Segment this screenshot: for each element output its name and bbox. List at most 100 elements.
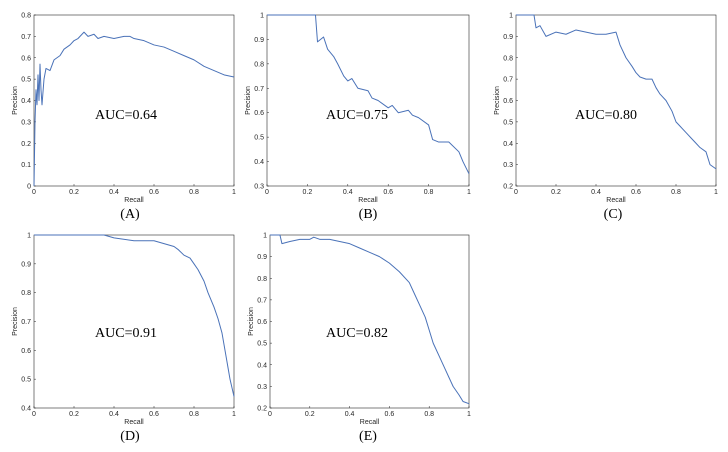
y-axis-label: Precision: [12, 86, 19, 115]
x-tick-label: 0: [265, 189, 269, 196]
y-tick-label: 0.6: [21, 55, 31, 62]
y-tick-label: 0.2: [257, 406, 267, 413]
x-tick-label: 0.8: [671, 189, 681, 196]
x-tick-label: 0.6: [385, 411, 395, 418]
y-tick-label: 0.4: [254, 159, 264, 166]
x-tick-label: 0.6: [631, 189, 641, 196]
auc-annotation: AUC=0.82: [326, 326, 388, 341]
x-tick-label: 0.2: [305, 411, 315, 418]
y-tick-label: 0.7: [257, 297, 267, 304]
x-axis-label: Recall: [606, 197, 626, 204]
y-tick-label: 0.7: [21, 319, 31, 326]
x-tick-label: 0.6: [149, 189, 159, 196]
y-tick-label: 0.3: [21, 119, 31, 126]
x-tick-label: 1: [467, 189, 471, 196]
y-tick-label: 0.2: [503, 184, 513, 191]
y-tick-label: 0.8: [254, 61, 264, 68]
plot-frame: [33, 14, 235, 187]
x-tick-label: 0.2: [551, 189, 561, 196]
y-tick-label: 0.7: [503, 77, 513, 84]
panel-caption: (A): [120, 207, 140, 222]
plot-frame: [33, 234, 235, 409]
plot-frame: [266, 14, 470, 187]
x-axis-label: Recall: [124, 197, 144, 204]
y-tick-label: 0.5: [503, 119, 513, 126]
x-tick-label: 0.4: [343, 189, 353, 196]
y-tick-label: 0.6: [503, 98, 513, 105]
y-tick-label: 0.3: [503, 162, 513, 169]
x-axis-label: Recall: [124, 419, 144, 426]
auc-annotation: AUC=0.91: [95, 326, 157, 341]
y-tick-label: 0.3: [257, 384, 267, 391]
auc-annotation: AUC=0.80: [575, 108, 637, 123]
x-tick-label: 0.4: [345, 411, 355, 418]
y-tick-label: 0.1: [21, 162, 31, 169]
y-tick-label: 0.7: [21, 34, 31, 41]
y-tick-label: 0.8: [21, 13, 31, 20]
y-tick-label: 0.5: [21, 377, 31, 384]
y-tick-label: 0.5: [254, 135, 264, 142]
y-tick-label: 0.5: [257, 341, 267, 348]
x-tick-label: 0.4: [109, 189, 119, 196]
x-axis-label: Recall: [358, 197, 378, 204]
y-tick-label: 0.2: [21, 141, 31, 148]
y-tick-label: 0.4: [503, 141, 513, 148]
precision-recall-curve: [267, 14, 470, 175]
y-tick-label: 0.8: [21, 290, 31, 297]
auc-annotation: AUC=0.75: [326, 108, 388, 123]
panel-caption: (B): [359, 207, 378, 222]
precision-recall-curve: [33, 31, 235, 187]
x-tick-label: 0: [32, 189, 36, 196]
x-tick-label: 1: [467, 411, 471, 418]
x-tick-label: 0.2: [303, 189, 313, 196]
x-tick-label: 1: [714, 189, 718, 196]
x-tick-label: 0.4: [109, 411, 119, 418]
y-axis-label: Precision: [245, 86, 252, 115]
x-tick-label: 0.6: [383, 189, 393, 196]
panel-caption: (E): [359, 429, 377, 444]
x-tick-label: 0.6: [149, 411, 159, 418]
panel-c: 0 0.2 0.4 0.6 0.8 10.20.30.40.50.60.70.80.91R…: [494, 13, 718, 223]
panel-e: 0 0.2 0.4 0.6 0.8 10.20.30.40.50.60.70.80.91R…: [248, 233, 471, 445]
x-tick-label: 0.8: [424, 189, 434, 196]
y-tick-label: 0.8: [503, 55, 513, 62]
y-tick-label: 0.9: [254, 37, 264, 44]
y-tick-label: 0: [27, 184, 31, 191]
y-tick-label: 1: [27, 233, 31, 240]
x-tick-label: 1: [232, 411, 236, 418]
x-tick-label: 0.4: [591, 189, 601, 196]
y-tick-label: 0.4: [21, 406, 31, 413]
y-tick-label: 0.8: [257, 276, 267, 283]
y-tick-label: 1: [509, 13, 513, 20]
y-axis-label: Precision: [248, 307, 255, 336]
precision-recall-curve: [516, 14, 717, 170]
y-tick-label: 0.9: [21, 261, 31, 268]
y-tick-label: 1: [260, 13, 264, 20]
precision-recall-curve: [270, 234, 470, 405]
y-tick-label: 0.9: [257, 254, 267, 261]
panel-a: 0 0.2 0.4 0.6 0.8 1 0 0.1 0.2 0.3 0.4 0.5 0.6 0.7 0.8 R…: [12, 13, 236, 223]
precision-recall-curve: [34, 234, 235, 397]
x-tick-label: 0: [268, 411, 272, 418]
plot-frame: [515, 14, 717, 187]
y-axis-label: Precision: [12, 307, 19, 336]
x-axis-label: Recall: [360, 419, 380, 426]
x-tick-label: 0: [32, 411, 36, 418]
x-tick-label: 0.8: [189, 189, 199, 196]
plot-frame: [269, 234, 470, 409]
y-tick-label: 1: [263, 233, 267, 240]
y-tick-label: 0.3: [254, 184, 264, 191]
y-axis-label: Precision: [494, 86, 501, 115]
y-tick-label: 0.5: [21, 77, 31, 84]
x-tick-label: 1: [232, 189, 236, 196]
panel-b: 0 0.2 0.4 0.6 0.8 1 0.3 0.4 0.5 0.6 0.7 0.8 0.9 1 Reca…: [245, 13, 471, 223]
y-tick-label: 0.4: [257, 362, 267, 369]
y-tick-label: 0.7: [254, 86, 264, 93]
y-tick-label: 0.4: [21, 98, 31, 105]
x-tick-label: 0.8: [424, 411, 434, 418]
panel-d: 0 0.2 0.4 0.6 0.8 1 0.4 0.5 0.6 0.7 0.8 0.9 1 Recall P…: [12, 233, 236, 445]
x-tick-label: 0.2: [69, 189, 79, 196]
panel-caption: (D): [120, 429, 140, 444]
y-tick-label: 0.6: [257, 319, 267, 326]
